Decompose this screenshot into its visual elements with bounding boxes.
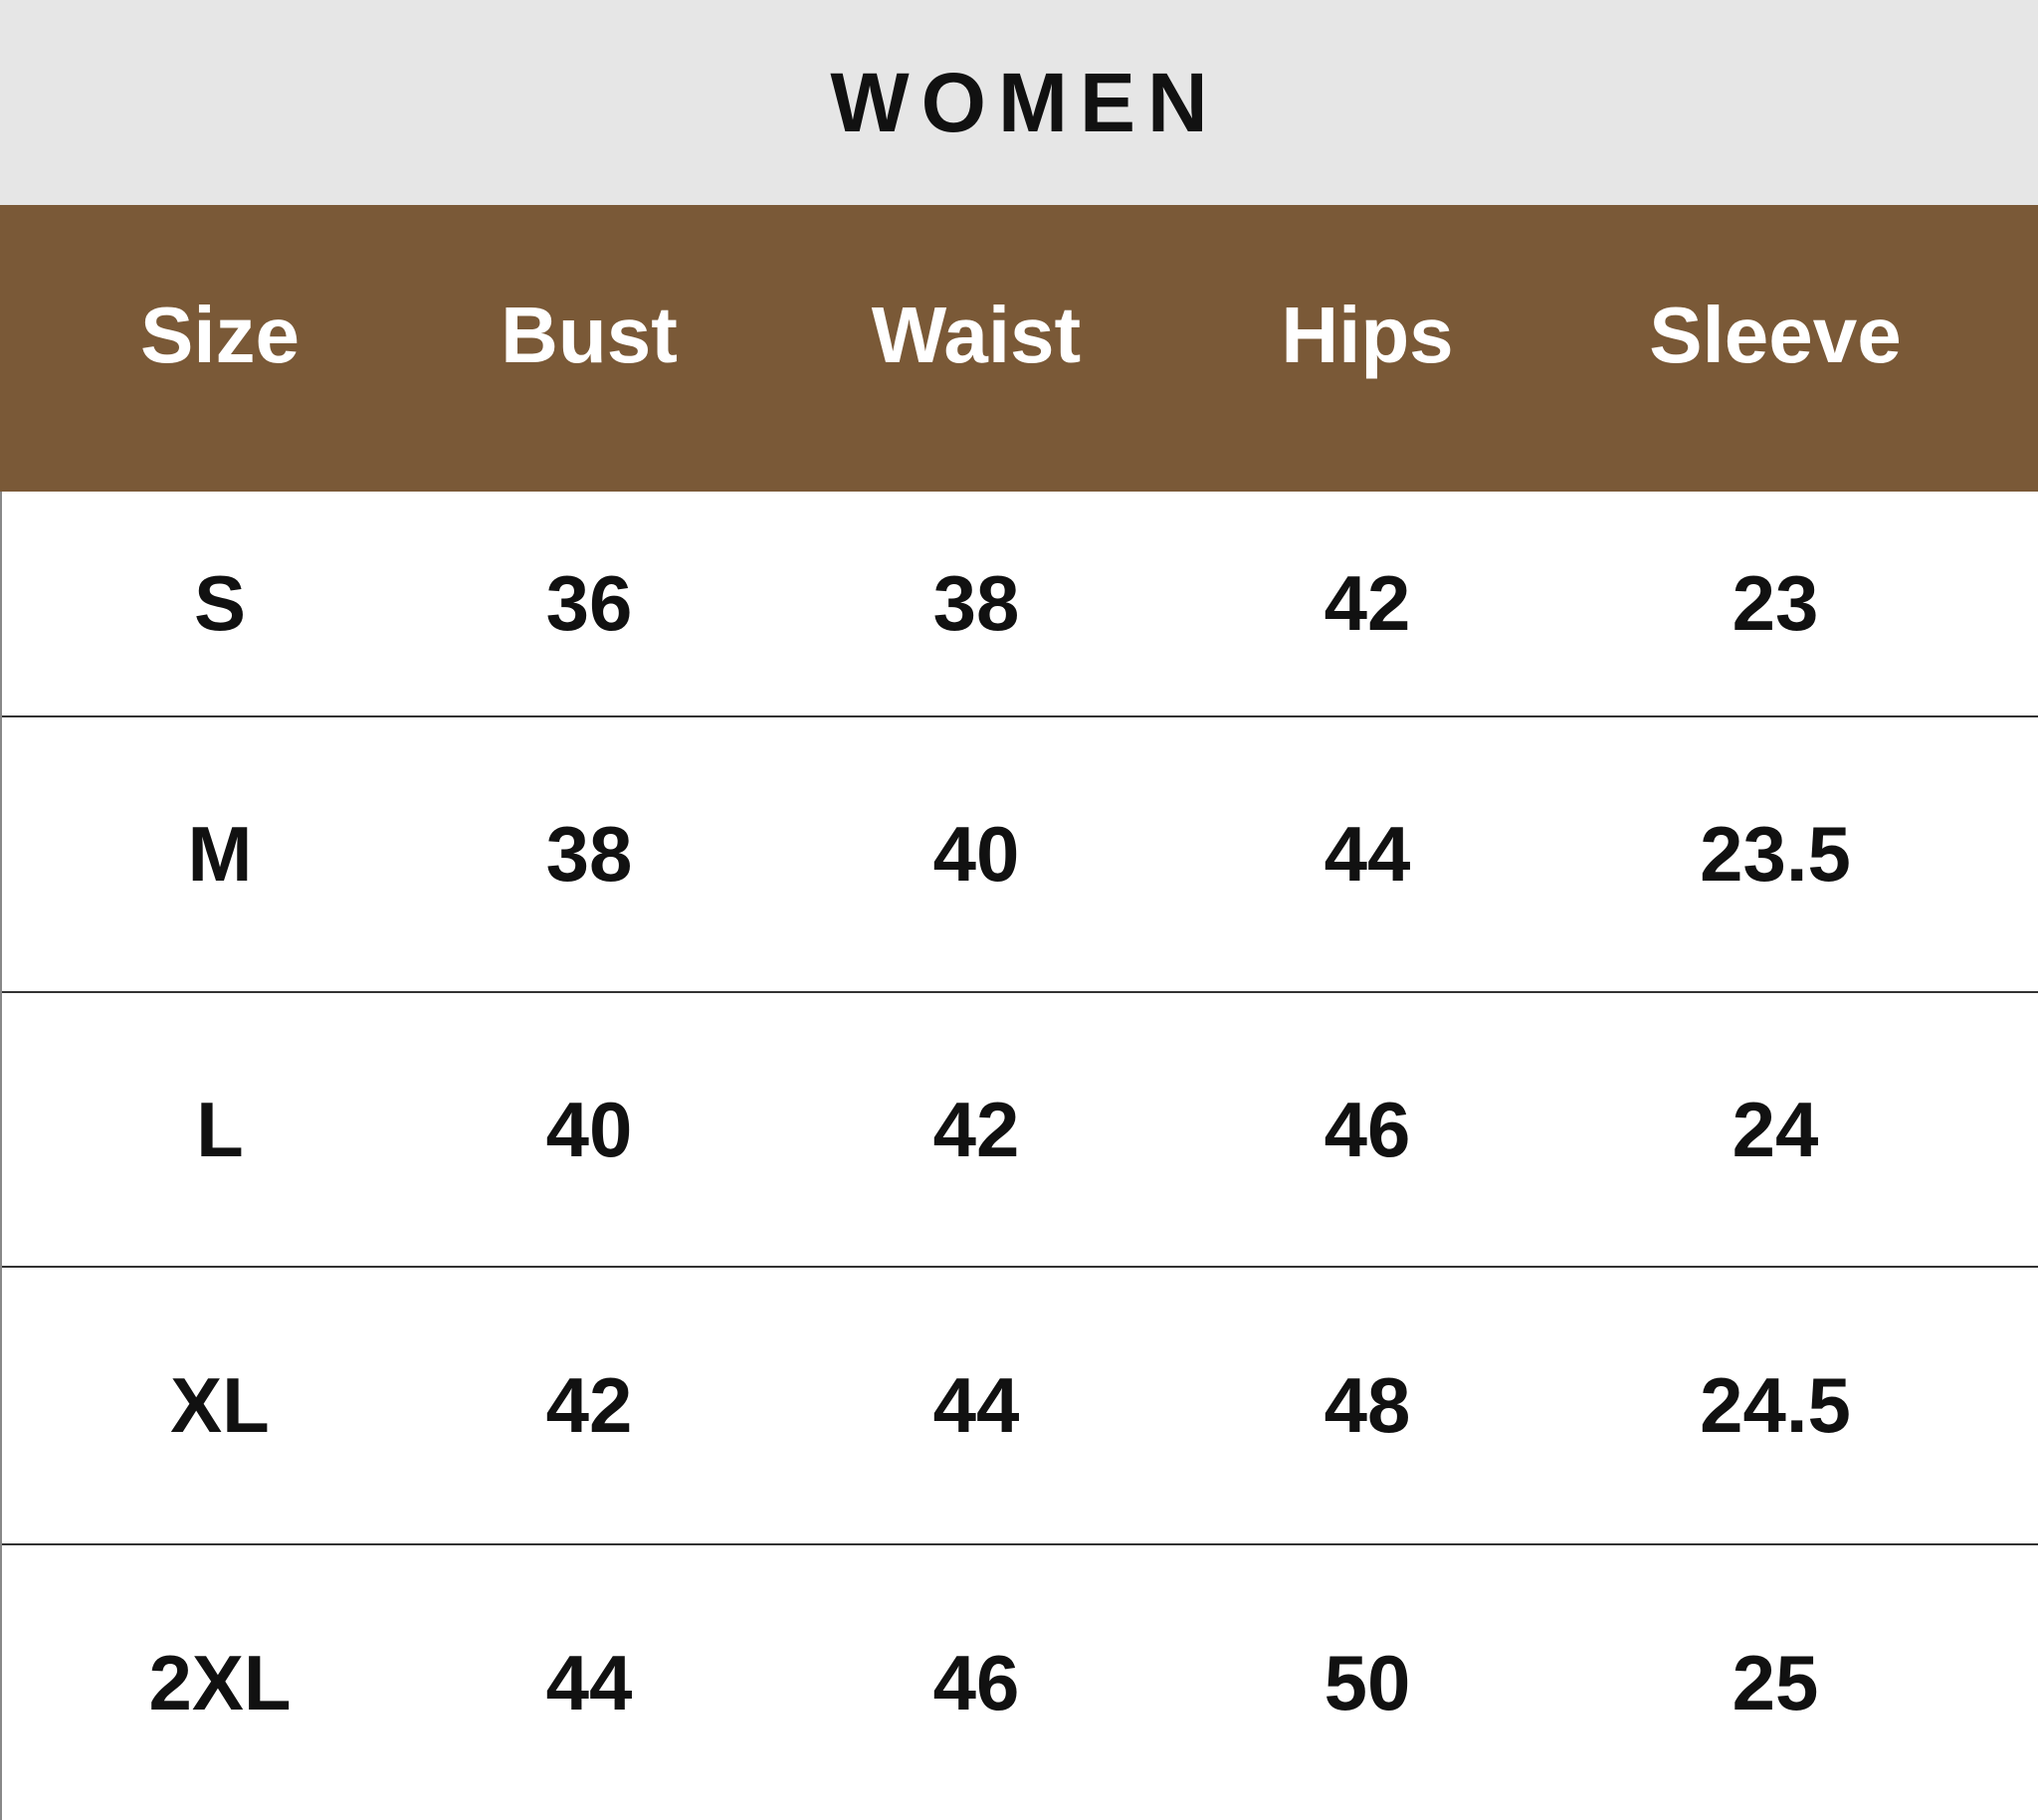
table-cell: L [196, 1085, 244, 1173]
table-cell: 2XL [148, 1638, 292, 1726]
table-cell: XL [170, 1361, 270, 1449]
column-header-waist: Waist [871, 291, 1082, 379]
table-cell: 46 [932, 1638, 1020, 1726]
table-row: XL 42 44 48 24.5 [0, 1266, 2038, 1543]
table-cell: 25 [1732, 1638, 1819, 1726]
table-cell: 42 [932, 1085, 1020, 1173]
table-cell: 44 [1324, 810, 1411, 898]
table-cell: 44 [545, 1638, 633, 1726]
table-cell: 24 [1732, 1085, 1819, 1173]
table-cell: M [187, 810, 253, 898]
table-row: L 40 42 46 24 [0, 991, 2038, 1266]
table-cell: 38 [545, 810, 633, 898]
table-cell: 23 [1732, 559, 1819, 647]
table-cell: 40 [932, 810, 1020, 898]
table-cell: 23.5 [1700, 810, 1851, 898]
table-cell: 38 [932, 559, 1020, 647]
table-cell: 40 [545, 1085, 633, 1173]
table-cell: 42 [545, 1361, 633, 1449]
table-cell: 50 [1324, 1638, 1411, 1726]
table-row: 2XL 44 46 50 25 [0, 1543, 2038, 1820]
table-cell: S [193, 559, 247, 647]
title-band: WOMEN [0, 0, 2038, 205]
table-cell: 36 [545, 559, 633, 647]
table-cell: 48 [1324, 1361, 1411, 1449]
table-cell: 42 [1324, 559, 1411, 647]
table-cell: 46 [1324, 1085, 1411, 1173]
table-header: Size Bust Waist Hips Sleeve [0, 205, 2038, 492]
table-row: S 36 38 42 23 [0, 492, 2038, 715]
table-row: M 38 40 44 23.5 [0, 715, 2038, 991]
column-header-sleeve: Sleeve [1649, 291, 1902, 379]
column-header-size: Size [139, 291, 301, 379]
column-header-bust: Bust [501, 291, 678, 379]
table-left-border [0, 492, 2, 1820]
chart-title: WOMEN [830, 55, 1220, 149]
column-header-hips: Hips [1281, 291, 1454, 379]
table-cell: 24.5 [1700, 1361, 1851, 1449]
table-cell: 44 [932, 1361, 1020, 1449]
